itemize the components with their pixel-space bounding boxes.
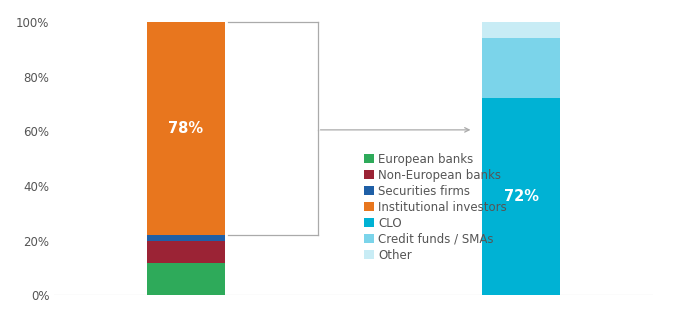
Text: 72%: 72%: [504, 189, 539, 204]
Bar: [147, 22, 225, 235]
Bar: [482, 38, 560, 98]
Bar: [482, 22, 560, 38]
Text: 78%: 78%: [169, 121, 203, 136]
Bar: [482, 98, 560, 295]
Legend: European banks, Non-European banks, Securities firms, Institutional investors, C: European banks, Non-European banks, Secu…: [360, 148, 512, 266]
Bar: [147, 262, 225, 295]
Bar: [147, 235, 225, 241]
Bar: [147, 241, 225, 262]
